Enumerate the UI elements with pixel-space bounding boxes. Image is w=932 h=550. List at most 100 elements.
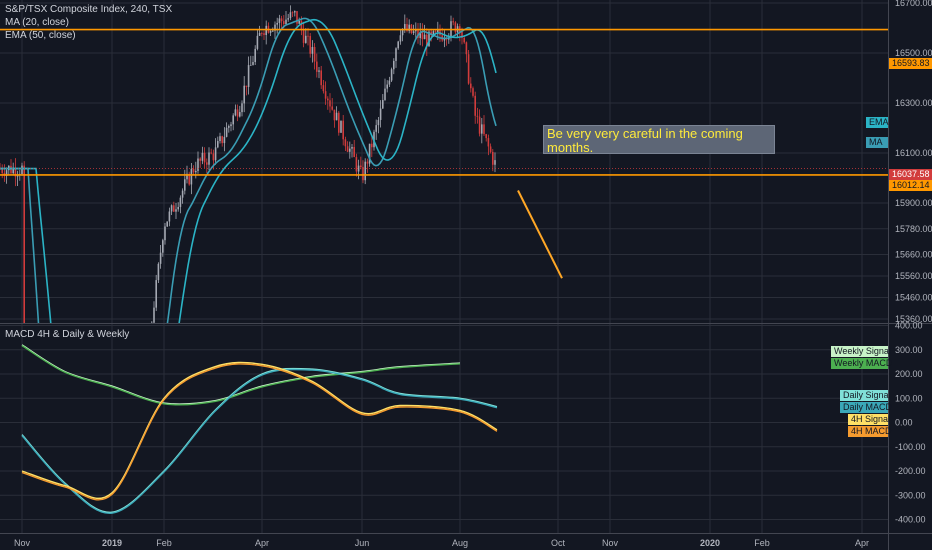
- candle-body: [48, 490, 50, 497]
- candle-body: [401, 28, 404, 36]
- price-tick-label: 16300.00: [895, 98, 932, 108]
- candle-body: [87, 532, 89, 536]
- macd-tick-label: 200.00: [895, 369, 923, 379]
- candle-body: [131, 435, 133, 437]
- macd-tick-label: -400.00: [895, 515, 926, 525]
- candle-body: [208, 152, 210, 165]
- candle-body: [230, 124, 232, 127]
- candle-body: [195, 170, 197, 173]
- price-tick-label: 16700.00: [895, 0, 932, 8]
- candle-body: [39, 462, 41, 472]
- candle-body: [489, 146, 492, 152]
- ema-price-tag: EMA: [866, 117, 889, 128]
- time-tick-label: Nov: [14, 538, 31, 548]
- candle-body: [395, 48, 397, 61]
- forecast-arrow: [517, 190, 563, 279]
- candle-body: [21, 165, 23, 175]
- candle-body: [487, 138, 490, 147]
- candle-body: [212, 153, 215, 161]
- macd-series-daily-signal: [21, 367, 498, 513]
- candle-body: [280, 18, 283, 22]
- candle-body: [219, 136, 221, 142]
- time-tick-label: Nov: [602, 538, 619, 548]
- candle-body: [140, 401, 142, 405]
- candle-body: [166, 221, 168, 227]
- candle-body: [16, 175, 19, 177]
- lower-level-tag: 16012.14: [889, 180, 932, 191]
- candle-body: [217, 141, 219, 148]
- candle-body: [109, 529, 111, 532]
- macd-tick-label: -100.00: [895, 442, 926, 452]
- candle-body: [408, 24, 410, 31]
- candle-body: [83, 534, 85, 544]
- macd-tick-label: 300.00: [895, 345, 923, 355]
- candle-body: [287, 18, 289, 20]
- candle-body: [272, 30, 274, 32]
- candle-body: [261, 33, 263, 34]
- time-tick-label: 2020: [700, 538, 720, 548]
- candle-body: [127, 450, 129, 466]
- candle-body: [254, 48, 256, 63]
- candle-body: [5, 170, 8, 176]
- candle-body: [333, 109, 336, 121]
- candle-body: [59, 520, 61, 537]
- price-tick-label: 15460.00: [895, 293, 932, 303]
- macd-series-weekly-signal: [21, 344, 461, 405]
- candle-body: [338, 112, 340, 133]
- candle-body: [476, 115, 479, 117]
- candle-body: [472, 88, 474, 96]
- candle-body: [331, 106, 333, 110]
- candle-body: [214, 147, 217, 161]
- candle-body: [164, 226, 166, 241]
- weekly-signal-tag: Weekly Signal: [831, 346, 891, 357]
- upper-level-tag: 16593.83: [889, 58, 932, 69]
- candle-body: [461, 31, 463, 38]
- candle-body: [173, 205, 175, 212]
- candle-body: [419, 32, 421, 39]
- candle-body: [28, 430, 30, 433]
- candle-body: [239, 112, 241, 117]
- candle-body: [316, 61, 318, 72]
- candle-body: [76, 536, 78, 546]
- price-tick-label: 15360.00: [895, 314, 932, 324]
- candle-body: [492, 151, 494, 165]
- candle-body: [276, 22, 278, 25]
- candle-body: [360, 165, 362, 168]
- candle-body: [298, 20, 300, 24]
- candle-body: [118, 498, 120, 500]
- candle-body: [344, 139, 347, 147]
- macd-tick-label: 400.00: [895, 321, 923, 331]
- candle-body: [252, 62, 254, 65]
- candle-body: [415, 29, 417, 32]
- h4-signal-tag: 4H Signal: [848, 414, 890, 425]
- ma-legend[interactable]: MA (20, close): [5, 17, 69, 28]
- candle-body: [263, 33, 265, 35]
- candle-body: [188, 173, 190, 185]
- candle-body: [329, 100, 331, 107]
- candle-body: [302, 29, 305, 43]
- candle-body: [362, 167, 364, 181]
- macd-series-4h-macd: [21, 363, 498, 501]
- candle-body: [10, 165, 12, 174]
- candle-body: [485, 134, 487, 139]
- ema-legend[interactable]: EMA (50, close): [5, 30, 76, 41]
- candle-body: [155, 280, 157, 308]
- candle-body: [305, 35, 307, 43]
- candle-body: [197, 158, 199, 171]
- candle-body: [206, 162, 208, 165]
- annotation-note[interactable]: Be very very careful in the coming month…: [543, 125, 775, 155]
- candle-body: [210, 152, 212, 154]
- candle-body: [181, 190, 184, 198]
- candle-body: [63, 540, 65, 541]
- candle-body: [437, 29, 439, 32]
- candle-body: [357, 165, 360, 172]
- time-tick-label: 2019: [102, 538, 122, 548]
- symbol-legend[interactable]: S&P/TSX Composite Index, 240, TSX: [5, 4, 173, 15]
- candle-body: [417, 29, 419, 39]
- candle-body: [12, 167, 14, 174]
- candle-body: [61, 537, 63, 541]
- macd-legend[interactable]: MACD 4H & Daily & Weekly: [5, 329, 130, 340]
- candle-body: [313, 46, 316, 62]
